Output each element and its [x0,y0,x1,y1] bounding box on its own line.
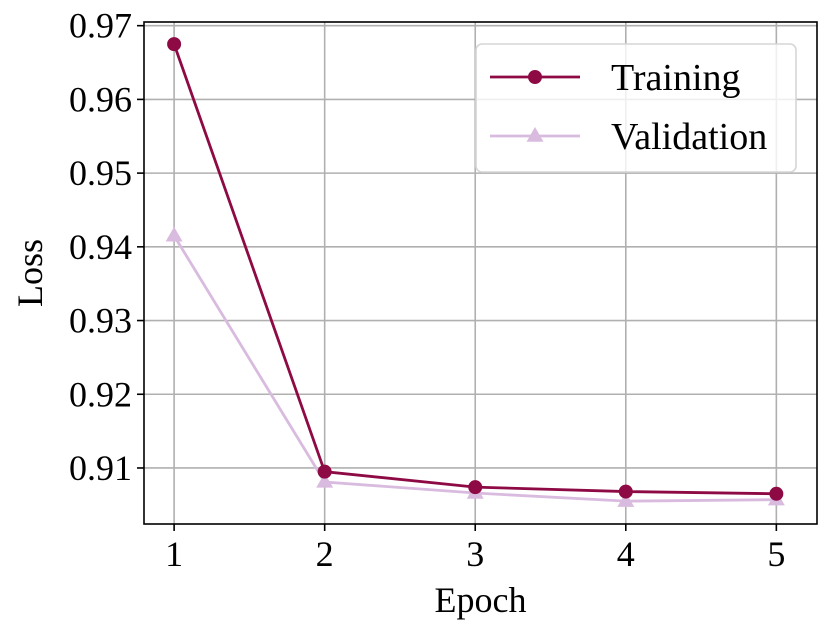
x-tick-label: 4 [617,534,635,574]
validation-point [165,226,183,242]
validation-point [617,492,635,507]
legend-validation-marker [526,126,544,142]
training-point [618,484,633,499]
training-point [468,480,483,495]
legend-validation-marker-shape [526,126,544,142]
legend-training-marker [528,70,542,84]
y-tick-label: 0.92 [69,374,132,414]
training-point [317,464,332,479]
plot-frame [143,21,818,525]
y-tick-label: 0.93 [69,301,132,341]
legend: Training Validation [475,43,797,173]
validation-point [316,472,334,488]
x-tick-label: 5 [767,534,785,574]
x-axis-label: Epoch [435,580,527,620]
legend-label-validation: Validation [611,116,767,158]
x-tick-label: 1 [165,534,183,574]
series-layer [165,37,785,507]
legend-label-training: Training [611,57,741,99]
training-point [167,37,182,52]
y-tick-label: 0.91 [69,448,132,488]
y-tick-label: 0.95 [69,153,132,193]
y-tick-label: 0.96 [69,79,132,119]
legend-entry-validation: Validation [490,116,767,158]
training-point [769,486,784,501]
x-tick-label: 2 [316,534,334,574]
y-tick-label: 0.94 [69,227,132,267]
legend-entry-training: Training [490,57,741,99]
y-tick-label: 0.97 [69,6,132,46]
y-axis-label: Loss [10,239,50,307]
x-tick-label: 3 [466,534,484,574]
legend-training-marker-shape [528,70,542,84]
ticks-layer: 1 2 3 4 5 0.91 0.92 0.93 0.94 0.95 0.96 0.97 [69,6,785,574]
series-training [167,37,784,501]
